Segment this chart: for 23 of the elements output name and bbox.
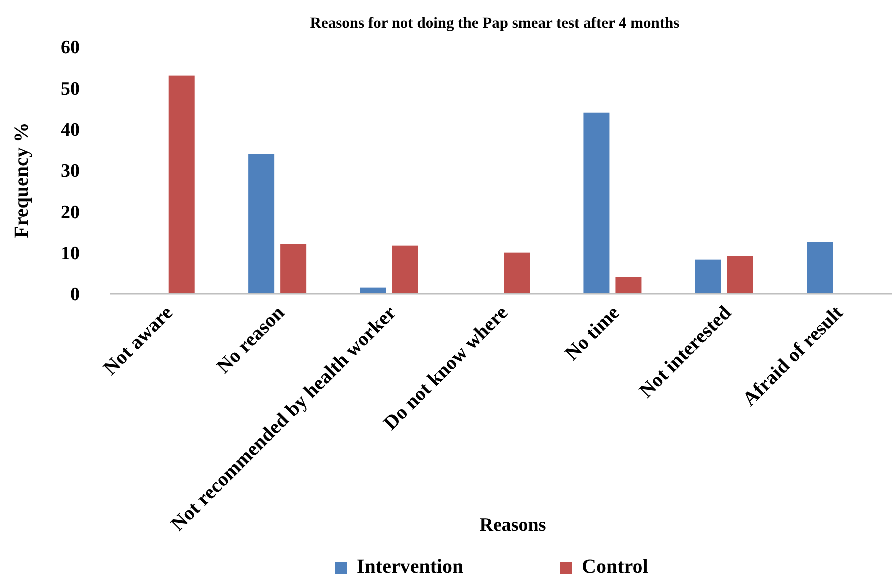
bar [695, 260, 722, 294]
bar [392, 246, 418, 294]
bar [248, 154, 275, 294]
bar [584, 112, 610, 294]
legend-label: Control [582, 556, 649, 578]
legend-label: Intervention [357, 556, 464, 578]
y-tick-label: 30 [61, 161, 80, 182]
y-axis-title: Frequency % [11, 122, 33, 238]
bar [807, 242, 834, 294]
y-tick-label: 50 [61, 78, 80, 100]
y-tick-label: 40 [61, 120, 80, 141]
bar [616, 277, 642, 294]
x-tick-label: No time [561, 302, 624, 366]
y-tick-label: 0 [70, 284, 80, 306]
bar [168, 76, 195, 294]
bar [280, 244, 307, 294]
bar [504, 252, 530, 294]
y-tick-label: 60 [61, 38, 80, 59]
chart-title: Reasons for not doing the Pap smear test after 4 months [310, 15, 680, 32]
x-axis-title: Reasons [480, 515, 546, 536]
y-tick-label: 20 [61, 202, 80, 224]
bar [727, 256, 754, 294]
y-tick-label: 10 [61, 243, 80, 264]
